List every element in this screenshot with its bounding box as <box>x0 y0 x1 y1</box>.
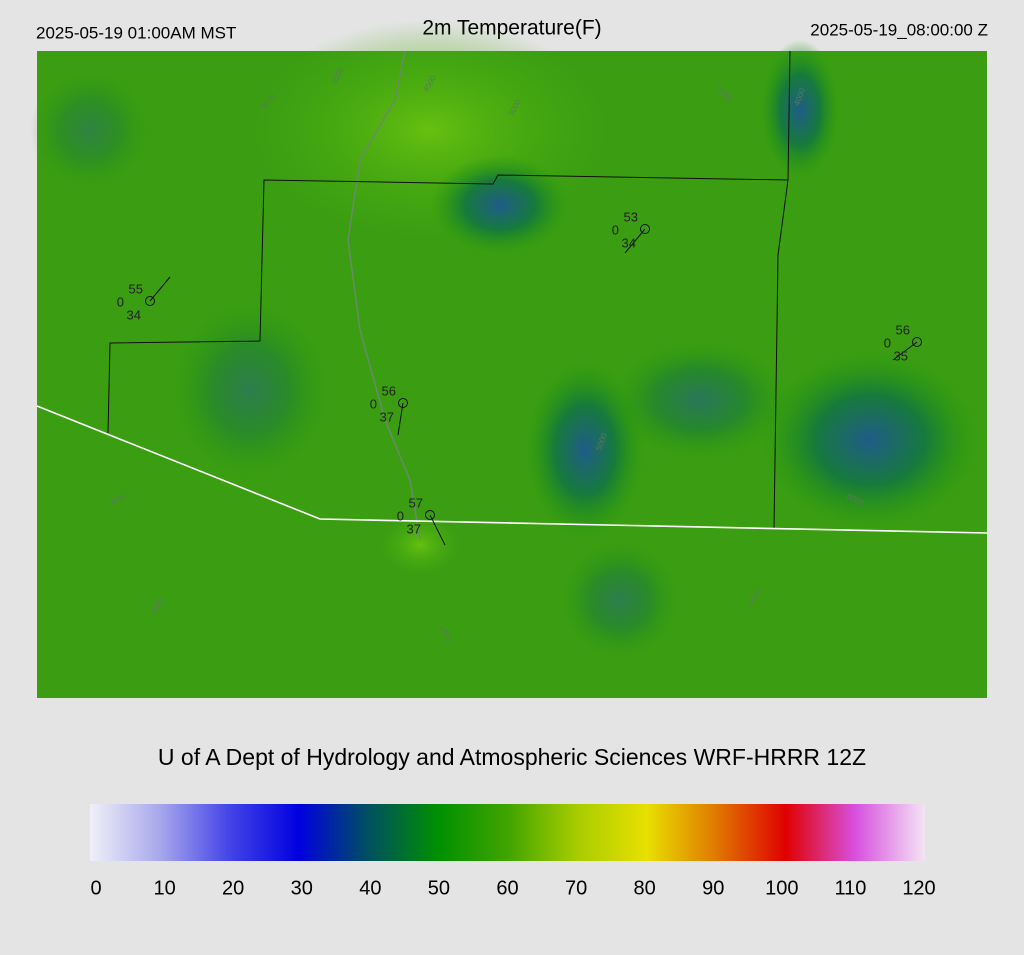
colorbar-tick-label: 40 <box>359 877 381 899</box>
station-circle <box>145 296 155 306</box>
header-right: 2025-05-19_08:00:00 Z <box>810 20 988 39</box>
station-wind: 0 <box>117 294 124 309</box>
station-dewpoint: 37 <box>380 409 394 424</box>
colorbar-tick-label: 30 <box>291 877 313 899</box>
colorbar-tick-label: 50 <box>428 877 450 899</box>
colorbar-ticks: 0 10 20 30 40 50 60 70 80 90 100 110 120 <box>90 877 935 899</box>
station-dewpoint: 34 <box>622 235 636 250</box>
river <box>347 50 421 541</box>
colorbar <box>90 804 925 861</box>
station-circle <box>912 337 922 347</box>
colorbar-tick-label: 90 <box>702 877 724 899</box>
station-wind: 0 <box>370 396 377 411</box>
cool-area <box>610 340 790 460</box>
county-boundary <box>107 50 791 529</box>
station-temperature: 56 <box>896 322 910 337</box>
colorbar-tick-label: 10 <box>153 877 175 899</box>
station-temperature: 55 <box>129 281 143 296</box>
station-temperature: 56 <box>382 383 396 398</box>
colorbar-tick-label: 110 <box>834 877 866 899</box>
cool-area <box>30 70 150 190</box>
header-left: 2025-05-19 01:00AM MST <box>36 23 236 42</box>
cool-area <box>760 350 980 530</box>
colorbar-tick-label: 120 <box>902 877 935 899</box>
wind-barb <box>429 514 446 546</box>
cool-area <box>560 540 680 660</box>
station-dewpoint: 34 <box>127 307 141 322</box>
caption: U of A Dept of Hydrology and Atmospheric… <box>158 744 866 770</box>
cool-area <box>760 40 840 180</box>
colorbar-tick-label: 80 <box>634 877 656 899</box>
station-wind: 0 <box>397 508 404 523</box>
wind-barb <box>149 276 171 302</box>
station-circle <box>398 398 408 408</box>
cool-area <box>170 300 330 480</box>
station-dewpoint: 35 <box>894 348 908 363</box>
station-dewpoint: 37 <box>407 521 421 536</box>
colorbar-tick-label: 20 <box>222 877 244 899</box>
station-temperature: 53 <box>624 209 638 224</box>
wind-barb <box>624 228 646 254</box>
station-circle <box>425 510 435 520</box>
colorbar-tick-label: 60 <box>496 877 518 899</box>
colorbar-tick-label: 0 <box>90 877 101 899</box>
colorbar-tick-label: 100 <box>765 877 798 899</box>
map <box>30 20 988 698</box>
station-wind: 0 <box>612 222 619 237</box>
warm-area <box>380 515 460 575</box>
station-temperature: 57 <box>409 495 423 510</box>
wind-barb <box>397 402 404 436</box>
cool-area <box>430 155 570 255</box>
station-circle <box>640 224 650 234</box>
station-wind: 0 <box>884 335 891 350</box>
state-boundary <box>36 405 988 534</box>
colorbar-tick-label: 70 <box>565 877 587 899</box>
